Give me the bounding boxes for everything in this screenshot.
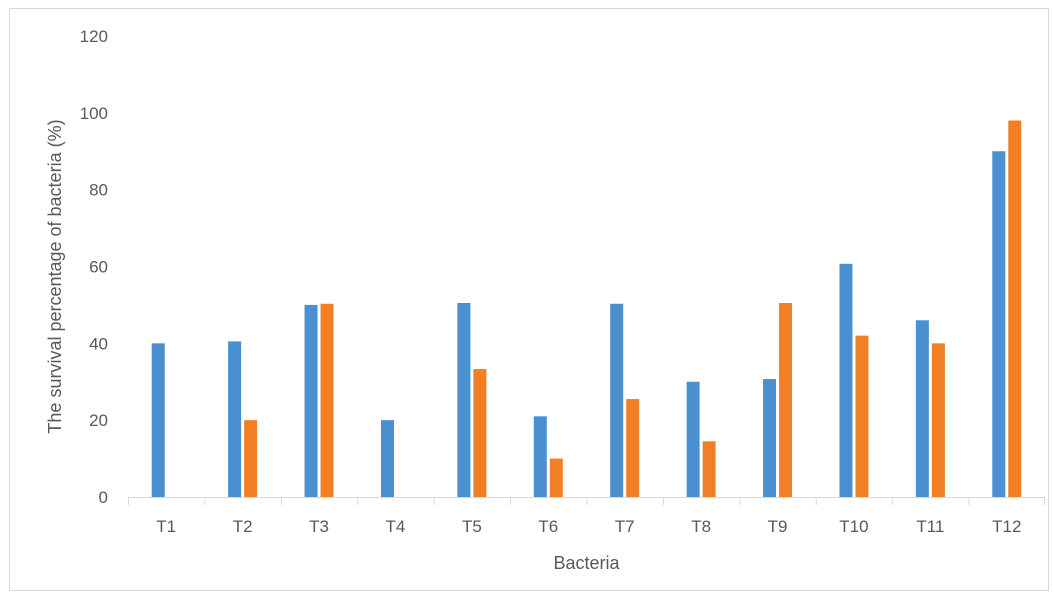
bar — [839, 263, 853, 497]
bar — [549, 458, 563, 497]
x-tick-label: T10 — [839, 517, 868, 536]
bar — [915, 320, 929, 497]
x-axis-title: Bacteria — [553, 553, 620, 573]
bar — [533, 416, 547, 497]
y-tick-label: 100 — [80, 104, 108, 123]
bar — [702, 441, 716, 497]
x-axis-ticks: T1 T2 T3 T4 T5 T6 T7 T8 T9 T10 T11 T12 — [128, 497, 1045, 536]
bar — [228, 341, 242, 497]
x-tick-label: T4 — [386, 517, 406, 536]
bar — [473, 369, 487, 497]
bar — [992, 151, 1006, 497]
y-tick-label: 20 — [89, 411, 108, 430]
x-tick-label: T2 — [233, 517, 253, 536]
y-tick-label: 120 — [80, 27, 108, 46]
x-tick-label: T8 — [691, 517, 711, 536]
chart-frame — [9, 8, 1049, 591]
x-tick-label: T12 — [992, 517, 1021, 536]
bar — [610, 303, 624, 497]
y-tick-label: 0 — [99, 488, 108, 507]
x-tick-label: T3 — [309, 517, 329, 536]
bar — [1008, 120, 1022, 498]
bar — [626, 399, 640, 497]
bar — [304, 304, 318, 497]
y-axis-ticks: 0 20 40 60 80 100 120 — [80, 27, 108, 507]
bar — [244, 420, 258, 497]
x-tick-label: T1 — [156, 517, 176, 536]
bar — [457, 302, 471, 497]
bars — [151, 120, 1022, 498]
bar — [763, 379, 777, 497]
y-tick-label: 80 — [89, 181, 108, 200]
y-tick-label: 60 — [89, 258, 108, 277]
y-tick-label: 40 — [89, 334, 108, 353]
x-tick-label: T7 — [615, 517, 635, 536]
bar — [320, 303, 334, 497]
bar — [779, 302, 793, 497]
bar — [931, 343, 945, 497]
x-tick-label: T9 — [768, 517, 788, 536]
bar — [855, 335, 869, 497]
x-tick-label: T11 — [916, 517, 944, 536]
bar — [151, 343, 165, 497]
x-tick-label: T6 — [538, 517, 558, 536]
x-tick-label: T5 — [462, 517, 482, 536]
bar — [380, 420, 394, 497]
y-axis-title: The survival percentage of bacteria (%) — [45, 119, 65, 433]
bar — [686, 381, 700, 497]
